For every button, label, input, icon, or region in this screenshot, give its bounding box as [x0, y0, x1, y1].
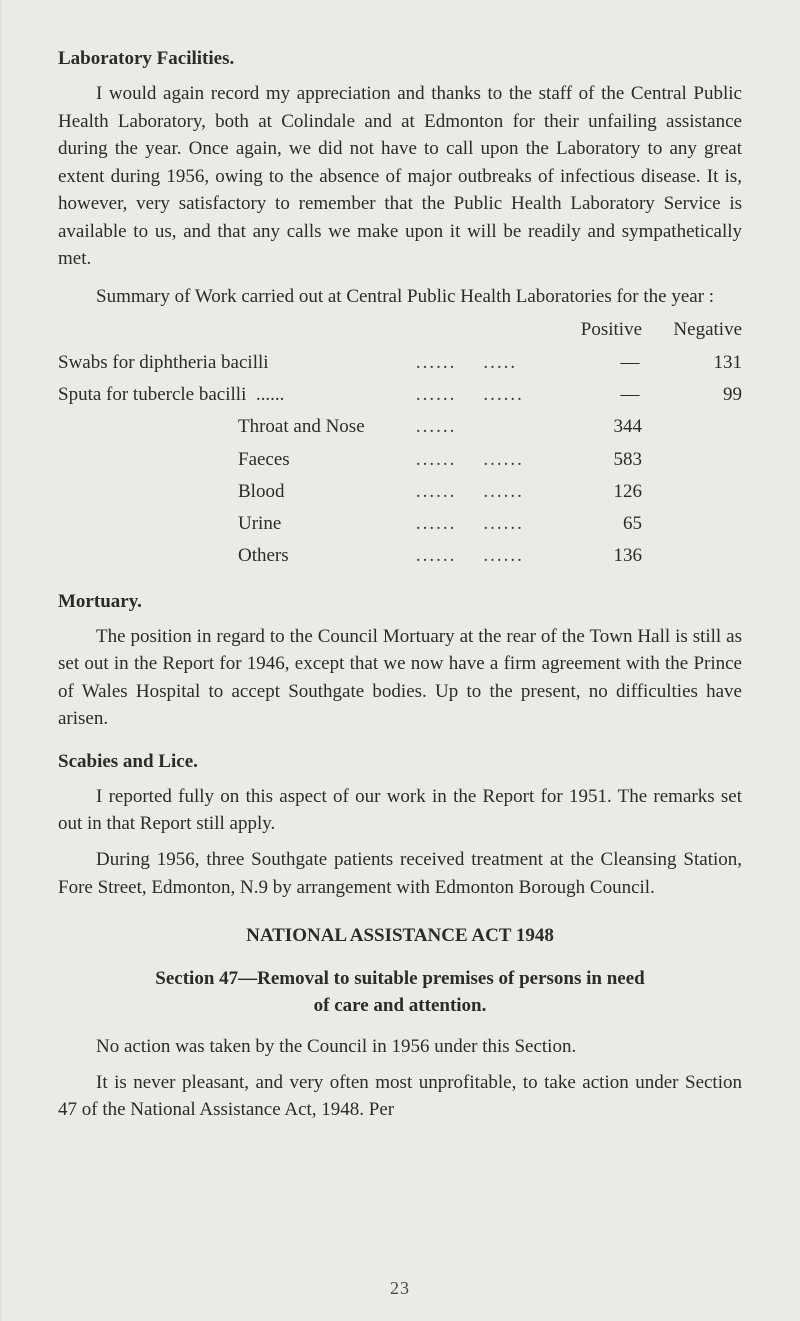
col-negative: Negative — [642, 314, 742, 346]
cell-count: 583 — [542, 444, 642, 476]
row-label: Blood — [58, 476, 416, 508]
table-row: Throat and Nose ...... 344 — [58, 411, 742, 443]
row-label: Urine — [58, 508, 416, 540]
cell-negative: 131 — [642, 347, 742, 379]
cell-positive: — — [542, 347, 642, 379]
row-label: Swabs for diphtheria bacilli — [58, 347, 416, 379]
scabies-paragraph-1: I reported fully on this aspect of our w… — [58, 783, 742, 838]
scabies-paragraph-2: During 1956, three Southgate patients re… — [58, 846, 742, 901]
table-row: Others ...... ...... 136 — [58, 540, 742, 572]
page-number: 23 — [0, 1278, 800, 1299]
row-label: Sputa for tubercle bacilli ...... — [58, 379, 416, 411]
lab-facilities-heading: Laboratory Facilities. — [58, 48, 742, 70]
row-label: Throat and Nose — [58, 411, 416, 443]
national-sub-line2: of care and attention. — [314, 995, 487, 1016]
lab-facilities-paragraph: I would again record my appreciation and… — [58, 80, 742, 273]
national-subheading: Section 47—Removal to suitable premises … — [58, 966, 742, 1019]
leader-dots: ...... ..... — [416, 352, 517, 373]
row-label: Faeces — [58, 444, 416, 476]
col-positive: Positive — [542, 314, 642, 346]
cell-count: 344 — [542, 411, 642, 443]
row-label: Others — [58, 540, 416, 572]
scabies-heading: Scabies and Lice. — [58, 751, 742, 773]
cell-count: 136 — [542, 540, 642, 572]
leader-dots: ...... ...... — [416, 545, 524, 566]
table-row: Sputa for tubercle bacilli ...... ......… — [58, 379, 742, 411]
cell-negative: 99 — [642, 379, 742, 411]
table-header-row: Positive Negative — [58, 314, 742, 346]
national-sub-line1: Section 47—Removal to suitable premises … — [155, 968, 644, 989]
cell-count: 65 — [542, 508, 642, 540]
national-paragraph-2: It is never pleasant, and very often mos… — [58, 1069, 742, 1124]
mortuary-heading: Mortuary. — [58, 591, 742, 613]
document-page: Laboratory Facilities. I would again rec… — [0, 0, 800, 1321]
leader-dots: ...... ...... — [416, 481, 524, 502]
leader-dots: ...... ...... — [416, 513, 524, 534]
leader-dots: ...... ...... — [416, 449, 524, 470]
summary-table: Positive Negative Swabs for diphtheria b… — [58, 314, 742, 572]
national-paragraph-1: No action was taken by the Council in 19… — [58, 1033, 742, 1061]
table-row: Blood ...... ...... 126 — [58, 476, 742, 508]
mortuary-paragraph: The position in regard to the Council Mo… — [58, 623, 742, 733]
leader-dots: ...... ...... — [416, 384, 524, 405]
cell-positive: — — [542, 379, 642, 411]
table-row: Swabs for diphtheria bacilli ...... ....… — [58, 347, 742, 379]
leader-dots: ...... — [416, 416, 457, 437]
cell-count: 126 — [542, 476, 642, 508]
table-row: Urine ...... ...... 65 — [58, 508, 742, 540]
summary-lead: Summary of Work carried out at Central P… — [58, 283, 742, 311]
table-row: Faeces ...... ...... 583 — [58, 444, 742, 476]
national-heading: NATIONAL ASSISTANCE ACT 1948 — [58, 925, 742, 947]
